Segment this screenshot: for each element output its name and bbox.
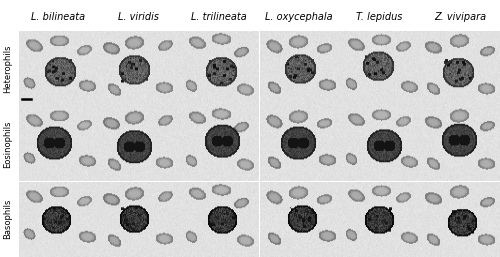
Text: L. bilineata: L. bilineata [31, 12, 85, 22]
Text: T. lepidus: T. lepidus [356, 12, 403, 22]
Text: Heterophils: Heterophils [4, 44, 13, 93]
Text: L. trilineata: L. trilineata [191, 12, 246, 22]
Text: L. viridis: L. viridis [118, 12, 159, 22]
Text: Eosinophils: Eosinophils [4, 120, 13, 168]
Text: Z. vivipara: Z. vivipara [434, 12, 486, 22]
Text: L. oxycephala: L. oxycephala [266, 12, 333, 22]
Text: Basophils: Basophils [4, 199, 13, 240]
